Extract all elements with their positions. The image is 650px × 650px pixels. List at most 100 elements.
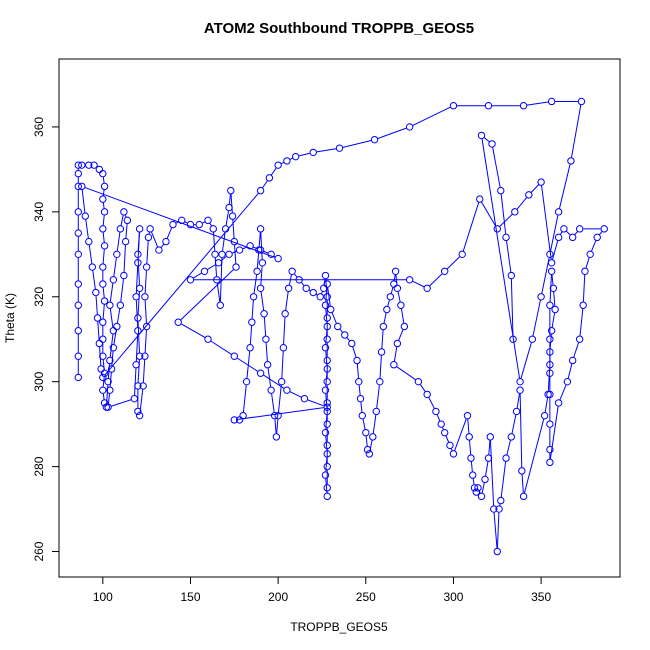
- series-segment: [253, 274, 258, 294]
- series-segment: [265, 342, 268, 362]
- data-point: [546, 361, 554, 369]
- data-point: [547, 267, 556, 275]
- data-point: [316, 293, 324, 301]
- series-segment: [342, 140, 372, 148]
- data-point: [327, 305, 335, 314]
- data-point: [516, 386, 524, 394]
- data-point: [568, 233, 577, 242]
- data-point: [106, 386, 114, 394]
- data-point: [274, 161, 282, 169]
- data-point: [495, 505, 503, 513]
- data-point: [74, 169, 82, 178]
- data-point: [227, 186, 235, 195]
- series-segment: [263, 250, 269, 254]
- data-point: [376, 377, 384, 386]
- data-point: [141, 293, 149, 301]
- data-point: [74, 373, 82, 382]
- data-point: [369, 433, 377, 441]
- data-point: [100, 182, 109, 191]
- series-segment: [352, 346, 357, 358]
- series-segment: [544, 397, 549, 413]
- data-point: [100, 208, 109, 216]
- series-segment: [325, 393, 328, 408]
- series-segment: [262, 180, 268, 189]
- series-segment: [481, 482, 485, 494]
- data-point: [551, 305, 559, 314]
- data-point: [546, 250, 554, 259]
- data-point: [283, 157, 291, 165]
- data-point: [323, 492, 331, 501]
- data-point: [309, 148, 317, 157]
- series-segment: [232, 250, 237, 254]
- data-point: [99, 373, 107, 382]
- series-segment: [488, 440, 491, 455]
- data-point: [362, 428, 370, 437]
- data-point: [195, 220, 203, 229]
- data-point: [449, 102, 458, 110]
- series-segment: [144, 329, 147, 353]
- data-point: [446, 441, 454, 450]
- data-point: [465, 433, 473, 441]
- data-point: [423, 390, 431, 399]
- series-segment: [258, 232, 261, 247]
- series-segment: [102, 202, 105, 209]
- data-point: [546, 369, 554, 377]
- data-point: [575, 335, 584, 343]
- data-point: [575, 225, 584, 233]
- data-point: [516, 377, 524, 386]
- data-point: [274, 411, 282, 420]
- data-point: [567, 157, 575, 165]
- data-point: [405, 123, 414, 131]
- data-point: [502, 454, 510, 462]
- x-tick-label: 250: [356, 590, 376, 604]
- series-segment: [541, 185, 552, 260]
- data-point: [267, 386, 275, 394]
- data-point: [88, 263, 97, 271]
- series-segment: [281, 161, 284, 165]
- data-point: [99, 386, 107, 394]
- series-segment: [483, 137, 490, 143]
- data-point: [120, 208, 128, 216]
- series-segment: [137, 321, 140, 353]
- y-tick-label: 260: [32, 541, 46, 561]
- series-segment: [346, 337, 350, 342]
- series-segment: [270, 167, 277, 176]
- data-point: [525, 191, 533, 199]
- data-point: [109, 327, 118, 335]
- series-segment: [263, 374, 285, 389]
- data-point: [239, 411, 247, 420]
- data-point: [246, 242, 254, 250]
- data-point: [321, 344, 330, 352]
- data-point: [123, 216, 132, 225]
- data-point: [560, 225, 568, 233]
- series-segment: [160, 243, 165, 248]
- series-segment: [492, 147, 501, 188]
- data-point: [546, 335, 554, 343]
- data-point: [142, 322, 151, 331]
- data-point: [386, 293, 395, 301]
- data-point: [132, 293, 140, 301]
- series-segment: [573, 342, 580, 358]
- series-segment: [599, 231, 603, 235]
- data-point: [547, 327, 556, 335]
- data-point: [78, 182, 86, 191]
- series-segment: [102, 287, 105, 298]
- data-point: [363, 445, 372, 454]
- data-point: [104, 403, 112, 411]
- series-segment: [210, 340, 232, 355]
- data-point: [577, 97, 586, 106]
- data-point: [99, 263, 107, 271]
- series-segment: [102, 376, 105, 387]
- data-point: [476, 195, 484, 203]
- series-segment: [506, 440, 511, 455]
- data-point: [295, 276, 303, 284]
- data-point: [134, 327, 142, 335]
- series-segment: [331, 312, 337, 324]
- series-segment: [552, 240, 559, 260]
- series-segment: [120, 278, 124, 302]
- data-point: [100, 297, 109, 305]
- series-segment: [137, 232, 140, 251]
- data-point: [186, 220, 195, 229]
- data-point: [323, 356, 331, 365]
- data-point: [204, 216, 212, 225]
